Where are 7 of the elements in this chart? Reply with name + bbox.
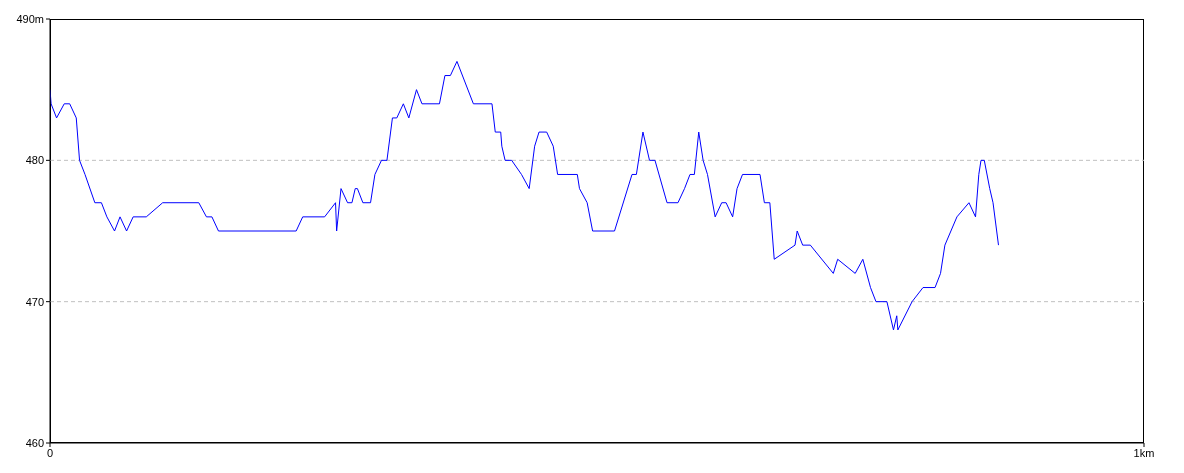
y-tick-label: 480 [25, 154, 44, 167]
y-tick-label: 490m [16, 12, 44, 25]
line-series [50, 60, 999, 331]
x-tick-label: 0 [46, 446, 54, 459]
y-tick-label: 470 [25, 295, 44, 308]
x-tick-label: 1km [1133, 446, 1155, 459]
y-tick-label: 460 [25, 436, 44, 449]
